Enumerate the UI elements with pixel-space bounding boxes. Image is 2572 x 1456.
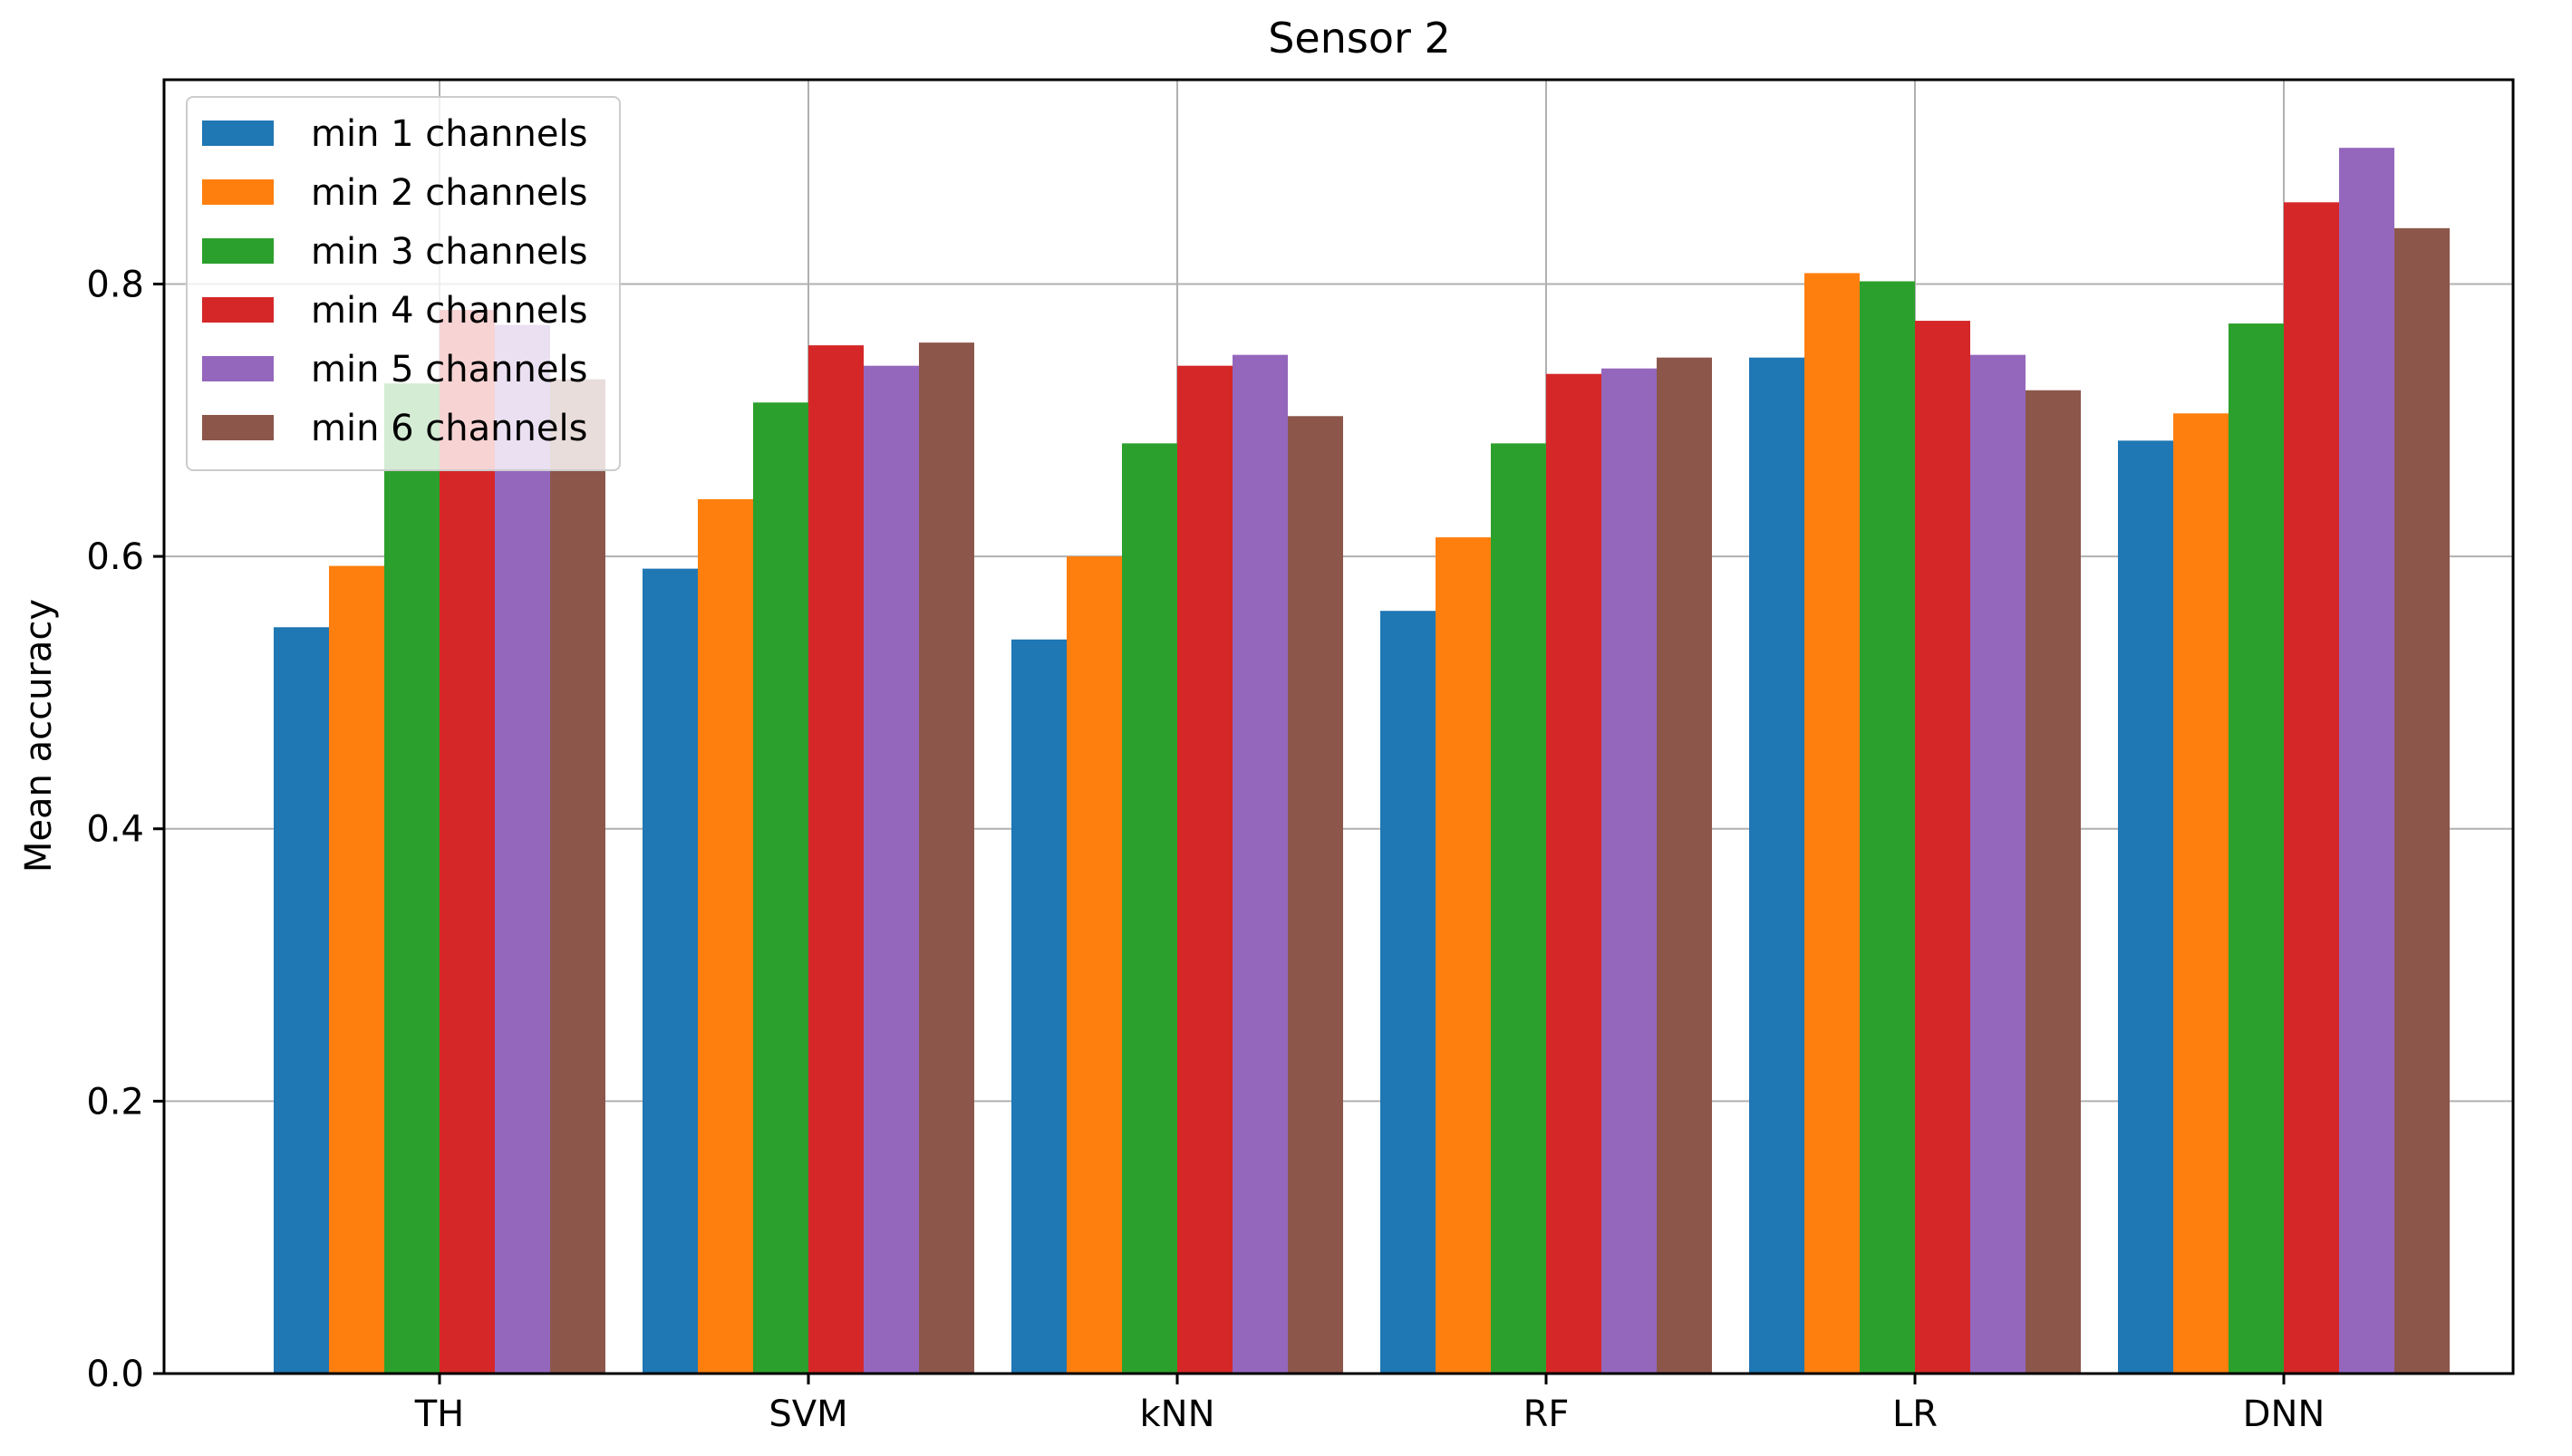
bar xyxy=(1657,357,1712,1374)
legend: min 1 channels min 2 channels min 3 channe… xyxy=(186,96,621,471)
bar xyxy=(698,498,753,1374)
legend-label: min 1 channels xyxy=(311,113,587,155)
legend-swatch xyxy=(202,356,274,381)
legend-swatch xyxy=(202,297,274,323)
x-tick-label: kNN xyxy=(1139,1393,1214,1435)
bar xyxy=(2394,227,2450,1374)
bar xyxy=(274,627,329,1374)
legend-swatch xyxy=(202,415,274,440)
bars xyxy=(274,148,2450,1374)
bar xyxy=(1436,537,1491,1374)
bar xyxy=(1749,357,1804,1374)
bar xyxy=(440,310,495,1374)
bar xyxy=(1067,556,1122,1374)
legend-swatch xyxy=(202,238,274,264)
y-tick-label: 0.0 xyxy=(86,1354,144,1395)
legend-label: min 3 channels xyxy=(311,231,587,273)
bar xyxy=(1491,443,1546,1374)
y-tick-label: 0.8 xyxy=(86,264,144,305)
y-axis-ticks: 0.0 0.2 0.4 0.6 0.8 xyxy=(86,264,164,1395)
bar xyxy=(2229,323,2284,1374)
bar xyxy=(919,342,974,1374)
bar xyxy=(1233,354,1288,1374)
x-tick-label: SVM xyxy=(769,1393,847,1435)
bar xyxy=(643,568,698,1374)
legend-label: min 4 channels xyxy=(311,290,587,332)
bar xyxy=(864,365,919,1374)
y-tick-label: 0.6 xyxy=(86,536,144,578)
y-tick-label: 0.4 xyxy=(86,809,144,851)
x-tick-label: DNN xyxy=(2243,1393,2325,1435)
bar xyxy=(384,383,440,1374)
x-axis-ticks: TH SVM kNN RF LR DNN xyxy=(414,1374,2325,1435)
bar xyxy=(329,565,384,1374)
legend-label: min 6 channels xyxy=(311,408,587,449)
legend-label: min 5 channels xyxy=(311,349,587,391)
x-tick-label: LR xyxy=(1892,1393,1938,1435)
legend-swatch xyxy=(202,121,274,146)
bar xyxy=(2173,413,2229,1374)
bar xyxy=(1122,443,1177,1374)
y-tick-label: 0.2 xyxy=(86,1081,144,1123)
plot-frame xyxy=(162,78,2515,1375)
y-axis-label: Mean accuracy xyxy=(18,599,60,873)
legend-box xyxy=(186,96,621,471)
legend-swatch xyxy=(202,179,274,205)
bar xyxy=(1011,639,1067,1374)
bar xyxy=(1177,365,1233,1374)
bar xyxy=(550,379,605,1374)
bar xyxy=(1915,321,1970,1374)
bar xyxy=(1380,611,1436,1374)
bar xyxy=(2339,148,2394,1374)
x-tick-label: TH xyxy=(414,1393,465,1435)
bar xyxy=(1804,273,1860,1374)
bar xyxy=(2026,390,2081,1374)
bar xyxy=(1601,368,1657,1374)
bar xyxy=(808,345,864,1374)
legend-label: min 2 channels xyxy=(311,172,587,214)
bar xyxy=(1288,416,1343,1374)
bar xyxy=(1546,373,1601,1374)
bar xyxy=(1970,354,2026,1374)
x-tick-label: RF xyxy=(1523,1393,1570,1435)
bar xyxy=(495,324,550,1374)
bar xyxy=(1860,281,1915,1374)
bar xyxy=(2284,202,2339,1374)
bar xyxy=(2118,440,2173,1374)
bar xyxy=(753,402,808,1374)
chart-title: Sensor 2 xyxy=(1268,14,1451,63)
